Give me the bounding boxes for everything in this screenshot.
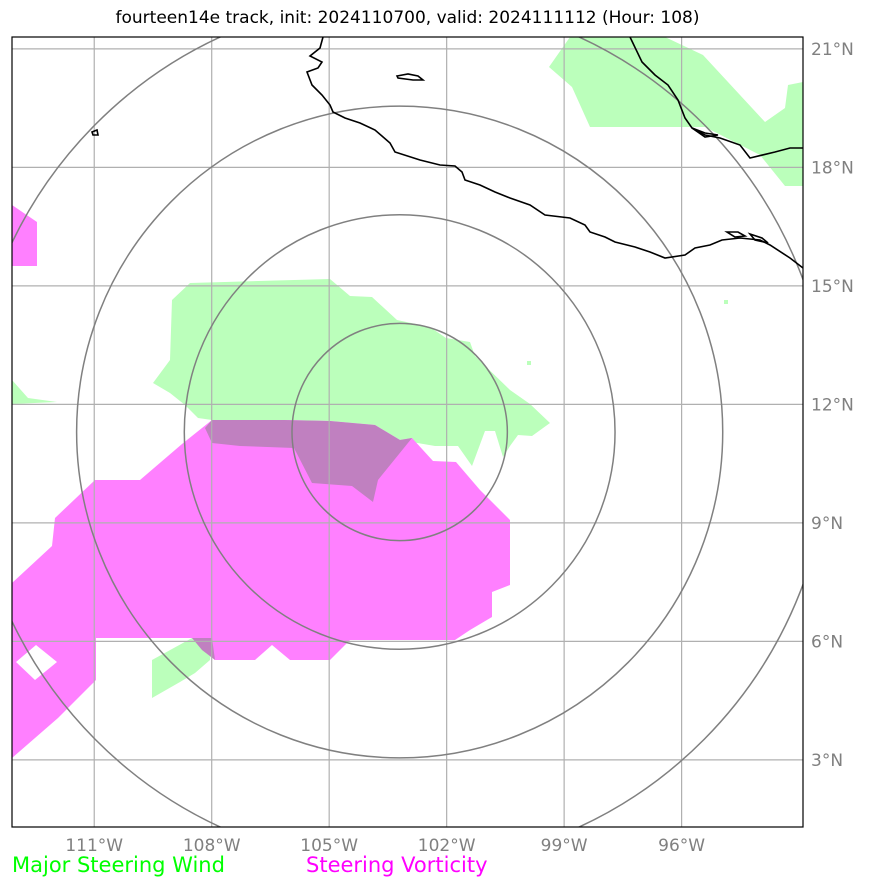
- vorticity-region-northwest: [12, 205, 37, 266]
- latitude-tick-labels: 21°N 18°N 15°N 12°N 9°N 6°N 3°N: [811, 40, 854, 771]
- wind-region-west: [12, 380, 57, 404]
- coast-lagoon-north: [691, 127, 719, 138]
- range-ring: [75, 105, 724, 759]
- mexico-coastline-north: [629, 37, 803, 159]
- latitude-tick-label: 12°N: [811, 395, 854, 415]
- vorticity-notch: [16, 645, 57, 680]
- longitude-tick-label: 99°W: [541, 836, 588, 856]
- range-ring: [291, 322, 509, 542]
- range-rings: [12, 37, 803, 827]
- wind-region-central: [153, 279, 550, 466]
- latitude-tick-label: 3°N: [811, 751, 843, 771]
- latitude-tick-label: 15°N: [811, 277, 854, 297]
- vorticity-region-main: [12, 420, 510, 758]
- wind-speck-center: [527, 361, 531, 365]
- longitude-tick-label: 96°W: [658, 836, 705, 856]
- wind-vorticity-overlap-south: [192, 638, 215, 660]
- longitude-tick-label: 105°W: [300, 836, 358, 856]
- coast-lagoon-east: [747, 232, 769, 244]
- wind-region-northeast: [549, 37, 803, 186]
- graticule: [12, 37, 803, 827]
- wind-vorticity-overlap: [205, 420, 412, 502]
- islas-marias: [395, 73, 426, 81]
- steering-vorticity-regions: [12, 205, 510, 758]
- latitude-tick-label: 6°N: [811, 632, 843, 652]
- wind-speck-east: [724, 300, 728, 304]
- legend-steering-wind-label: Major Steering Wind: [12, 853, 225, 877]
- longitude-tick-label: 111°W: [65, 836, 123, 856]
- map-frame: [11, 36, 804, 828]
- longitude-tick-labels: 111°W 108°W 105°W 102°W 99°W 96°W: [65, 836, 705, 856]
- latitude-tick-label: 9°N: [811, 514, 843, 534]
- map-title: fourteen14e track, init: 2024110700, val…: [115, 8, 700, 28]
- wind-region-south: [152, 638, 212, 698]
- latitude-tick-label: 18°N: [811, 158, 854, 178]
- coastline: [91, 37, 803, 269]
- longitude-tick-label: 102°W: [418, 836, 476, 856]
- steering-wind-regions: [12, 37, 803, 698]
- legend-steering-vorticity-label: Steering Vorticity: [306, 853, 488, 877]
- longitude-tick-label: 108°W: [183, 836, 241, 856]
- latitude-tick-label: 21°N: [811, 40, 854, 60]
- range-ring: [183, 214, 616, 650]
- mexico-coastline: [305, 37, 803, 269]
- coast-island-east: [724, 231, 748, 238]
- legend-steering-wind: Major Steering Wind: [12, 853, 225, 877]
- legend-steering-vorticity: Steering Vorticity: [306, 853, 488, 877]
- offshore-islet: [91, 128, 99, 136]
